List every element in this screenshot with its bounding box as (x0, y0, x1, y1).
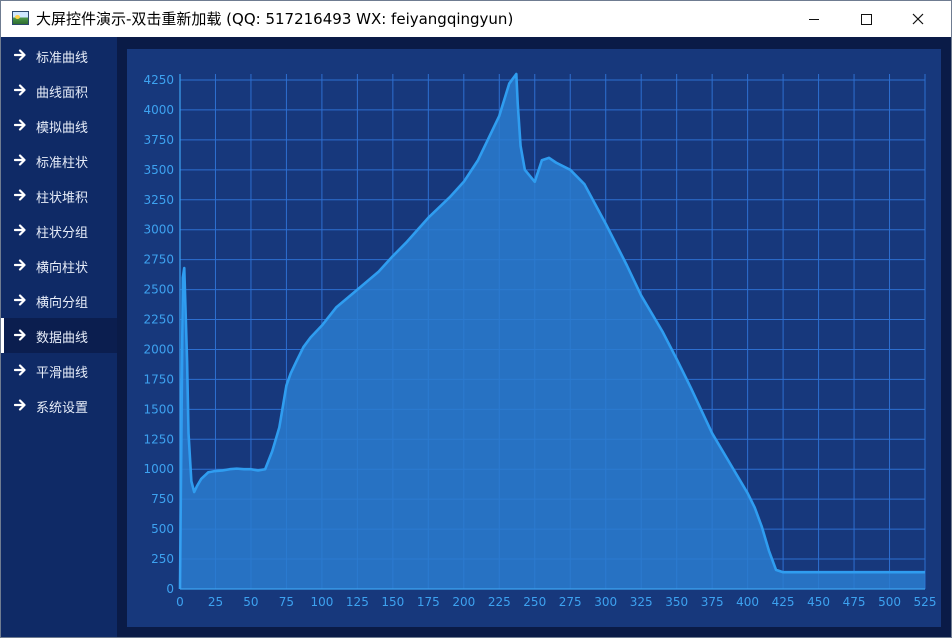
y-tick-label: 3500 (143, 163, 174, 177)
sidebar-item-label: 模拟曲线 (36, 121, 89, 136)
sidebar-item-label: 柱状分组 (36, 226, 89, 241)
x-tick-label: 450 (807, 595, 830, 609)
arrow-right-icon (14, 399, 26, 411)
sidebar-item-label: 柱状堆积 (36, 191, 89, 206)
y-tick-label: 2000 (143, 342, 174, 356)
y-tick-label: 1500 (143, 402, 174, 416)
x-tick-label: 25 (208, 595, 223, 609)
x-tick-label: 75 (279, 595, 294, 609)
y-tick-label: 3750 (143, 133, 174, 147)
x-tick-label: 475 (843, 595, 866, 609)
maximize-button[interactable] (843, 1, 889, 37)
sidebar-nav: 标准曲线 曲线面积 模拟曲线 标准柱状 柱状堆积 柱状分组 横向柱状 横向分组 (1, 37, 117, 637)
x-tick-label: 100 (310, 595, 333, 609)
series-area (180, 74, 925, 589)
x-tick-label: 225 (488, 595, 511, 609)
y-tick-label: 750 (151, 492, 174, 506)
arrow-right-icon (14, 84, 26, 96)
title-bar[interactable]: 大屏控件演示-双击重新加载 (QQ: 517216493 WX: feiyang… (1, 1, 951, 37)
x-tick-label: 200 (452, 595, 475, 609)
y-tick-label: 2750 (143, 253, 174, 267)
sidebar-item-label: 平滑曲线 (36, 366, 89, 381)
y-tick-label: 1250 (143, 432, 174, 446)
series-line (178, 72, 925, 590)
arrow-right-icon (14, 259, 26, 271)
arrow-right-icon (14, 119, 26, 131)
y-tick-label: 1750 (143, 372, 174, 386)
sidebar-item-label: 标准曲线 (36, 51, 89, 66)
x-tick-label: 325 (630, 595, 653, 609)
sidebar-item-label: 曲线面积 (36, 86, 89, 101)
arrow-right-icon (14, 154, 26, 166)
sidebar-item-grouped-bar[interactable]: 柱状分组 (1, 213, 117, 248)
minimize-button[interactable] (791, 1, 837, 37)
sidebar-item-standard-curve[interactable]: 标准曲线 (1, 38, 117, 73)
sidebar-item-label: 横向分组 (36, 296, 89, 311)
sidebar-item-smooth-curve[interactable]: 平滑曲线 (1, 353, 117, 388)
sidebar-item-stacked-bar[interactable]: 柱状堆积 (1, 178, 117, 213)
x-tick-label: 525 (914, 595, 937, 609)
arrow-right-icon (14, 189, 26, 201)
x-tick-label: 375 (701, 595, 724, 609)
x-tick-label: 150 (381, 595, 404, 609)
arrow-right-icon (14, 49, 26, 61)
sidebar-item-data-curve[interactable]: 数据曲线 (1, 318, 117, 353)
y-tick-label: 4000 (143, 103, 174, 117)
y-tick-label: 3250 (143, 193, 174, 207)
chart-panel[interactable]: 0 250 500 750 1000 1250 1500 1750 2000 2250 2500 27… (127, 49, 941, 627)
arrow-right-icon (14, 224, 26, 236)
y-tick-label: 250 (151, 552, 174, 566)
data-curve-chart[interactable]: 0250500750100012501500175020002250250027… (127, 49, 941, 627)
sidebar-item-horizontal-group[interactable]: 横向分组 (1, 283, 117, 318)
y-tick-label: 0 (166, 582, 174, 596)
maximize-icon (860, 13, 872, 25)
arrow-right-icon (14, 329, 26, 341)
x-tick-label: 50 (243, 595, 258, 609)
minimize-icon (809, 18, 819, 20)
x-tick-label: 425 (772, 595, 795, 609)
sidebar-item-curve-area[interactable]: 曲线面积 (1, 73, 117, 108)
sidebar-item-system-settings[interactable]: 系统设置 (1, 388, 117, 423)
sidebar-item-label: 标准柱状 (36, 156, 89, 171)
y-tick-label: 3000 (143, 223, 174, 237)
app-image-icon (12, 11, 29, 25)
sidebar-item-standard-bar[interactable]: 标准柱状 (1, 143, 117, 178)
x-tick-label: 500 (878, 595, 901, 609)
x-tick-label: 125 (346, 595, 369, 609)
sidebar-item-label: 数据曲线 (36, 331, 89, 346)
x-tick-label: 300 (594, 595, 617, 609)
sidebar-item-simulated-curve[interactable]: 模拟曲线 (1, 108, 117, 143)
window-title: 大屏控件演示-双击重新加载 (QQ: 517216493 WX: feiyang… (36, 10, 514, 28)
y-tick-label: 1000 (143, 462, 174, 476)
y-tick-label: 500 (151, 522, 174, 536)
close-button[interactable] (895, 1, 941, 37)
x-tick-label: 250 (523, 595, 546, 609)
close-icon (912, 13, 924, 25)
main-content: 0 250 500 750 1000 1250 1500 1750 2000 2250 2500 27… (117, 37, 951, 637)
x-tick-label: 175 (417, 595, 440, 609)
y-tick-label: 4250 (143, 73, 174, 87)
x-tick-label: 275 (559, 595, 582, 609)
x-tick-label: 400 (736, 595, 759, 609)
arrow-right-icon (14, 294, 26, 306)
x-tick-label: 350 (665, 595, 688, 609)
arrow-right-icon (14, 364, 26, 376)
sidebar-item-label: 系统设置 (36, 401, 89, 416)
sidebar-item-label: 横向柱状 (36, 261, 89, 276)
y-tick-label: 2250 (143, 313, 174, 327)
y-tick-label: 2500 (143, 283, 174, 297)
x-tick-label: 0 (176, 595, 184, 609)
sidebar-item-horizontal-bar[interactable]: 横向柱状 (1, 248, 117, 283)
